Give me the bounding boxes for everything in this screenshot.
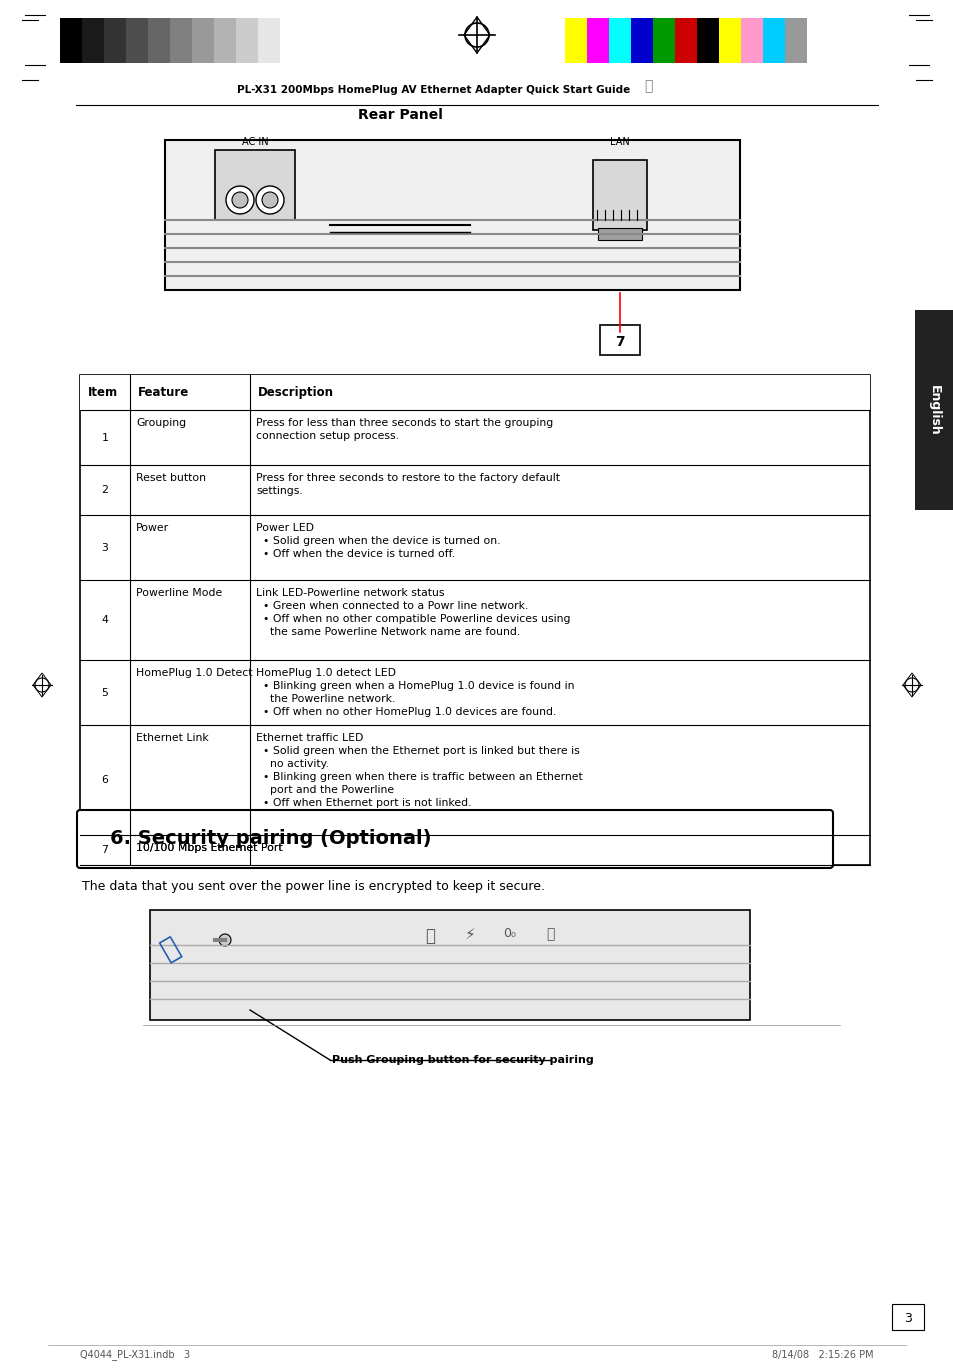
Text: the Powerline network.: the Powerline network. [255,695,395,704]
Bar [719,18,740,63]
Bar [192,18,213,63]
Bar [740,18,762,63]
Bar [564,18,586,63]
Text: Q4044_PL-X31.indb   3: Q4044_PL-X31.indb 3 [80,1349,190,1360]
Text: 6. Security pairing (Optional): 6. Security pairing (Optional) [110,829,431,848]
Text: 8/14/08   2:15:26 PM: 8/14/08 2:15:26 PM [772,1349,873,1360]
Text: Item: Item [88,386,118,399]
Text: Powerline Mode: Powerline Mode [136,588,222,597]
Text: • Blinking green when a HomePlug 1.0 device is found in: • Blinking green when a HomePlug 1.0 dev… [255,681,574,690]
Bar [697,18,719,63]
Text: settings.: settings. [255,486,302,496]
Text: LAN: LAN [610,137,629,147]
Bar [148,18,170,63]
Text: Ethernet Link: Ethernet Link [136,733,209,743]
Text: • Solid green when the Ethernet port is linked but there is: • Solid green when the Ethernet port is … [255,747,579,756]
Text: English: English [926,385,940,436]
Text: AC IN: AC IN [241,137,268,147]
Bar [608,18,630,63]
Text: 2: 2 [101,485,109,495]
Text: ⚡: ⚡ [464,927,475,943]
Text: HomePlug 1.0 detect LED: HomePlug 1.0 detect LED [255,669,395,678]
Bar [891,1304,923,1330]
Bar [104,18,126,63]
Text: port and the Powerline: port and the Powerline [255,785,394,795]
Circle shape [232,192,248,208]
Text: HomePlug 1.0 Detect: HomePlug 1.0 Detect [136,669,253,678]
Bar [784,18,806,63]
Circle shape [262,192,277,208]
Text: no activity.: no activity. [255,759,329,769]
Text: 👆: 👆 [155,932,184,964]
Bar [914,310,952,510]
Text: Rear Panel: Rear Panel [357,108,442,122]
Text: connection setup process.: connection setup process. [255,432,398,441]
Text: 3: 3 [101,543,109,552]
Bar [214,149,294,221]
Text: • Off when no other compatible Powerline devices using: • Off when no other compatible Powerline… [255,614,570,623]
Bar [126,18,148,63]
Bar [675,18,697,63]
Text: ⏻: ⏻ [424,927,435,945]
Text: Reset button: Reset button [136,473,206,484]
Text: PL-X31 200Mbps HomePlug AV Ethernet Adapter Quick Start Guide: PL-X31 200Mbps HomePlug AV Ethernet Adap… [236,85,629,95]
Text: 5: 5 [101,688,109,697]
Text: Grouping: Grouping [136,418,186,427]
Bar [762,18,784,63]
Text: 🖥: 🖥 [643,79,652,93]
Text: 0₀: 0₀ [503,927,516,940]
Bar [257,18,280,63]
Text: • Blinking green when there is traffic between an Ethernet: • Blinking green when there is traffic b… [255,773,582,782]
Text: Power LED: Power LED [255,523,314,533]
Text: • Off when the device is turned off.: • Off when the device is turned off. [255,549,455,559]
Circle shape [219,934,231,947]
Text: 👤: 👤 [545,927,554,941]
Bar [80,375,869,864]
FancyBboxPatch shape [77,810,832,869]
Text: Press for three seconds to restore to the factory default: Press for three seconds to restore to th… [255,473,559,484]
Text: Press for less than three seconds to start the grouping: Press for less than three seconds to sta… [255,418,553,427]
Text: • Off when Ethernet port is not linked.: • Off when Ethernet port is not linked. [255,797,471,808]
Bar [586,18,608,63]
Text: Link LED-Powerline network status: Link LED-Powerline network status [255,588,444,597]
Text: 3: 3 [903,1311,911,1325]
Text: • Solid green when the device is turned on.: • Solid green when the device is turned … [255,536,500,547]
Text: 10/100 Mbps Ethernet Port: 10/100 Mbps Ethernet Port [136,843,282,854]
Text: 7: 7 [615,336,624,349]
Bar [280,18,302,63]
Text: Ethernet traffic LED: Ethernet traffic LED [255,733,363,743]
Text: Power: Power [136,523,169,533]
Bar [599,325,639,355]
Text: Feature: Feature [138,386,189,399]
Text: Description: Description [257,386,334,399]
Bar [165,140,740,290]
Circle shape [255,186,284,214]
Text: Push Grouping button for security pairing: Push Grouping button for security pairin… [332,1055,593,1064]
Text: • Off when no other HomePlug 1.0 devices are found.: • Off when no other HomePlug 1.0 devices… [255,707,556,717]
Text: The data that you sent over the power line is encrypted to keep it secure.: The data that you sent over the power li… [82,880,544,893]
Bar [80,375,869,410]
Bar [150,910,749,1021]
Bar [630,18,652,63]
Text: 7: 7 [101,845,109,855]
Text: • Green when connected to a Powr line network.: • Green when connected to a Powr line ne… [255,601,528,611]
Circle shape [226,186,253,214]
Text: 6: 6 [101,775,109,785]
Bar [652,18,675,63]
Bar [593,160,646,230]
Bar [82,18,104,63]
Bar [213,18,235,63]
Text: the same Powerline Network name are found.: the same Powerline Network name are foun… [255,627,519,637]
Text: 10/100 Mbps Ethernet Port: 10/100 Mbps Ethernet Port [136,843,282,854]
Bar [170,18,192,63]
Text: 1: 1 [101,433,109,443]
Bar [235,18,257,63]
Bar [60,18,82,63]
Bar [598,227,641,240]
Text: 4: 4 [101,615,109,625]
